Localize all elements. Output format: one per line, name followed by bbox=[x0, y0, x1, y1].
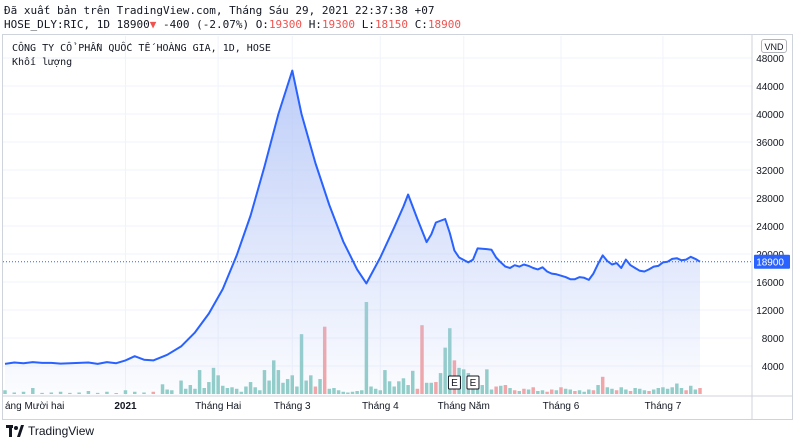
y-tick-label: 32000 bbox=[756, 166, 784, 177]
last-price-badge bbox=[754, 254, 790, 269]
low-value: 18150 bbox=[374, 18, 409, 31]
price-change: -400 (-2.07%) bbox=[162, 18, 250, 31]
y-tick-label: 44000 bbox=[756, 82, 784, 93]
ohlc-line: HOSE_DLY:RIC, 1D 18900▼ -400 (-2.07%) O:… bbox=[4, 18, 461, 31]
y-tick-label: 16000 bbox=[756, 278, 784, 289]
y-tick-label: 4000 bbox=[762, 362, 785, 373]
y-tick-label: 12000 bbox=[756, 306, 784, 317]
last-price: 18900 bbox=[116, 18, 150, 31]
tradingview-brand: TradingView bbox=[28, 424, 95, 438]
open-label: O: bbox=[255, 18, 269, 31]
earnings-marker-label: E bbox=[470, 378, 477, 389]
close-value: 18900 bbox=[427, 18, 462, 31]
volume-legend: Khối lượng bbox=[12, 57, 73, 68]
x-tick-label: Tháng 4 bbox=[362, 401, 399, 412]
x-tick-label: Tháng Hai bbox=[195, 401, 241, 412]
high-value: 19300 bbox=[321, 18, 356, 31]
close-label: C: bbox=[414, 18, 428, 31]
y-tick-label: 40000 bbox=[756, 110, 784, 121]
earnings-marker-label: E bbox=[451, 378, 458, 389]
published-line: Đã xuất bản trên TradingView.com, Tháng … bbox=[4, 4, 435, 17]
earnings-marker bbox=[447, 375, 461, 390]
x-tick-label: Tháng 7 bbox=[645, 401, 682, 412]
tradingview-icon bbox=[6, 425, 24, 437]
chart-legend-title: CÔNG TY CỔ PHẦN QUỐC TẾ HOÀNG GIA, 1D, H… bbox=[12, 43, 271, 54]
x-tick-label: 2021 bbox=[114, 401, 137, 412]
x-tick-label: áng Mười hai bbox=[5, 401, 64, 412]
x-tick-label: Tháng 6 bbox=[543, 401, 580, 412]
chart-frame bbox=[2, 34, 793, 420]
tradingview-logo[interactable]: TradingView bbox=[6, 424, 94, 438]
y-tick-label: 36000 bbox=[756, 138, 784, 149]
symbol: HOSE_DLY:RIC, 1D bbox=[4, 18, 110, 31]
last-price-label: 18900 bbox=[756, 258, 784, 269]
earnings-marker bbox=[466, 375, 480, 390]
y-tick-label: 8000 bbox=[762, 334, 785, 345]
x-tick-label: Tháng Năm bbox=[438, 401, 490, 412]
low-label: L: bbox=[361, 18, 375, 31]
y-tick-label: 28000 bbox=[756, 194, 784, 205]
x-tick-label: Tháng 3 bbox=[274, 401, 311, 412]
y-tick-label: 24000 bbox=[756, 222, 784, 233]
currency-badge[interactable]: VND bbox=[761, 39, 787, 53]
y-tick-label: 48000 bbox=[756, 54, 784, 65]
price-area bbox=[5, 70, 700, 395]
high-label: H: bbox=[308, 18, 322, 31]
open-value: 19300 bbox=[268, 18, 303, 31]
down-arrow-icon: ▼ bbox=[149, 18, 157, 31]
